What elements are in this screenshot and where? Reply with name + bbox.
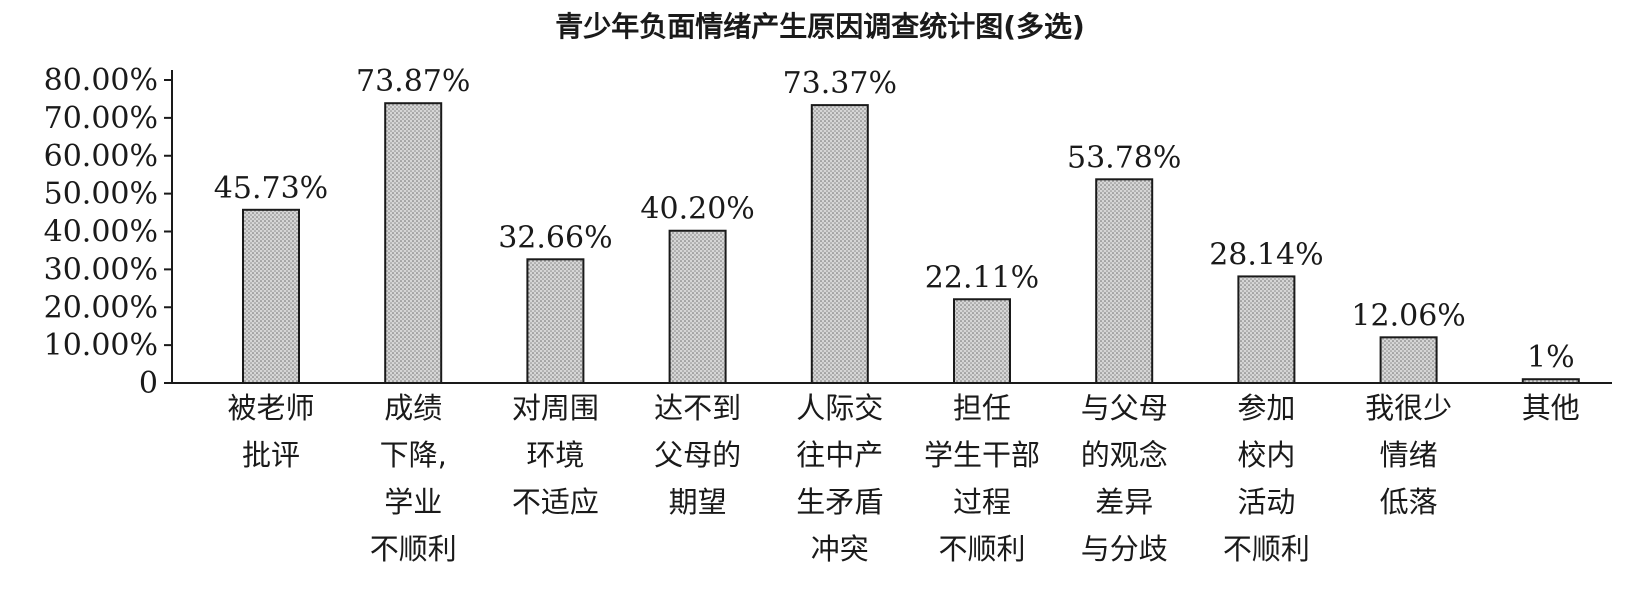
value-label: 28.14% <box>1209 237 1323 272</box>
category-label: 达不到 <box>654 391 741 425</box>
value-label: 73.37% <box>783 66 897 101</box>
y-tick-label: 70.00% <box>44 101 158 136</box>
category-label: 情绪 <box>1380 438 1438 472</box>
category-label: 期望 <box>669 485 727 519</box>
y-tick-labels: 010.00%20.00%30.00%40.00%50.00%60.00%70.… <box>44 63 172 401</box>
value-label: 73.87% <box>356 64 470 99</box>
chart-title: 青少年负面情绪产生原因调查统计图(多选) <box>555 10 1085 43</box>
category-label: 担任 <box>953 391 1011 425</box>
category-label: 不顺利 <box>938 532 1025 566</box>
category-label: 生矛盾 <box>796 485 883 519</box>
category-label: 活动 <box>1237 485 1295 519</box>
value-label: 12.06% <box>1351 298 1465 333</box>
value-label: 45.73% <box>214 171 328 206</box>
bars <box>242 102 1580 385</box>
category-label: 不顺利 <box>370 532 457 566</box>
value-label: 22.11% <box>925 260 1039 295</box>
category-label: 人际交 <box>796 391 883 425</box>
y-tick-label: 10.00% <box>44 328 158 363</box>
category-label: 校内 <box>1237 438 1295 472</box>
bar <box>810 104 869 385</box>
bar <box>1521 378 1580 384</box>
y-tick-label: 40.00% <box>44 215 158 250</box>
bar <box>384 102 443 384</box>
category-label: 参加 <box>1237 391 1295 425</box>
bar <box>526 258 585 385</box>
category-label: 对周围 <box>512 391 599 425</box>
category-label: 与父母 <box>1081 391 1168 425</box>
value-label: 53.78% <box>1067 140 1181 175</box>
category-label: 的观念 <box>1081 438 1168 472</box>
category-label: 差异 <box>1095 485 1153 519</box>
value-label: 1% <box>1527 340 1575 375</box>
category-label: 低落 <box>1380 485 1438 519</box>
category-label: 父母的 <box>654 438 741 472</box>
category-label: 不顺利 <box>1223 532 1310 566</box>
category-label: 其他 <box>1522 391 1580 425</box>
bar <box>242 208 300 384</box>
category-label: 不适应 <box>512 485 599 519</box>
category-label: 批评 <box>242 438 300 472</box>
category-label: 往中产 <box>796 438 883 472</box>
bar <box>1095 178 1154 384</box>
value-label: 32.66% <box>498 220 612 255</box>
bar <box>1237 275 1296 384</box>
y-tick-label: 60.00% <box>44 139 158 174</box>
y-tick-label: 50.00% <box>44 177 158 212</box>
y-tick-label: 80.00% <box>44 63 158 98</box>
category-label: 与分歧 <box>1081 532 1168 566</box>
bar <box>953 298 1011 384</box>
bar <box>668 229 727 384</box>
value-labels: 45.73% 73.87% 32.66% 40.20% 73.37% 22.11% 53.7… <box>214 64 1575 375</box>
value-label: 40.20% <box>640 192 754 227</box>
category-label: 环境 <box>526 438 584 472</box>
category-label: 我很少 <box>1365 391 1452 425</box>
category-label: 下降, <box>380 438 447 472</box>
bar <box>1379 336 1438 385</box>
category-label: 成绩 <box>384 391 442 425</box>
category-label: 冲突 <box>811 532 869 566</box>
y-tick-label: 0 <box>139 366 158 401</box>
y-tick-label: 30.00% <box>44 252 158 287</box>
y-tick-label: 20.00% <box>44 290 158 325</box>
category-label: 学业 <box>384 485 442 519</box>
category-label: 过程 <box>953 485 1011 519</box>
category-label: 学生干部 <box>924 438 1040 472</box>
category-label: 被老师 <box>227 391 314 425</box>
